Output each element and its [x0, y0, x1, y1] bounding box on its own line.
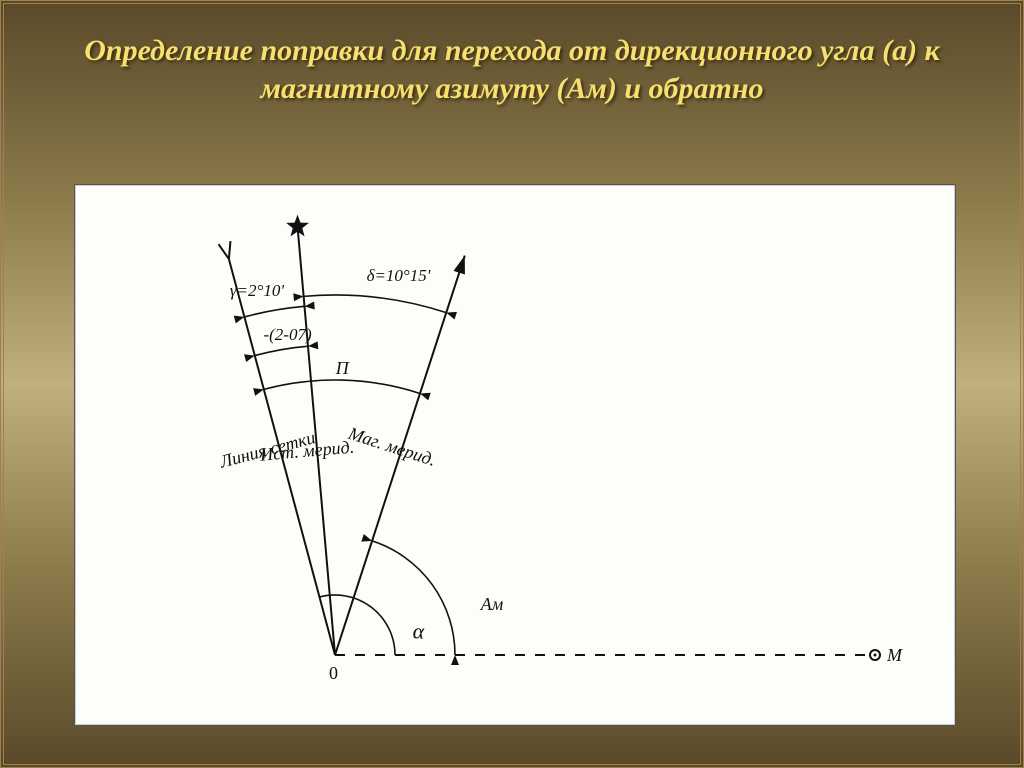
slide-title: Определение поправки для перехода от дир… — [4, 4, 1020, 117]
svg-text:γ=2°10': γ=2°10' — [230, 281, 284, 300]
svg-text:M: M — [886, 645, 903, 665]
diagram-container: Линия сеткиИст. мерид.Маг. мерид.0Mγ=2°1… — [74, 184, 956, 726]
svg-text:Ам: Ам — [480, 594, 504, 614]
svg-text:0: 0 — [329, 663, 338, 683]
angle-diagram: Линия сеткиИст. мерид.Маг. мерид.0Mγ=2°1… — [75, 185, 955, 725]
svg-text:П: П — [335, 358, 350, 378]
svg-text:α: α — [413, 618, 425, 643]
svg-text:-(2-07): -(2-07) — [263, 325, 311, 344]
svg-text:Маг. мерид.: Маг. мерид. — [345, 423, 438, 470]
svg-text:δ=10°15': δ=10°15' — [367, 266, 431, 285]
